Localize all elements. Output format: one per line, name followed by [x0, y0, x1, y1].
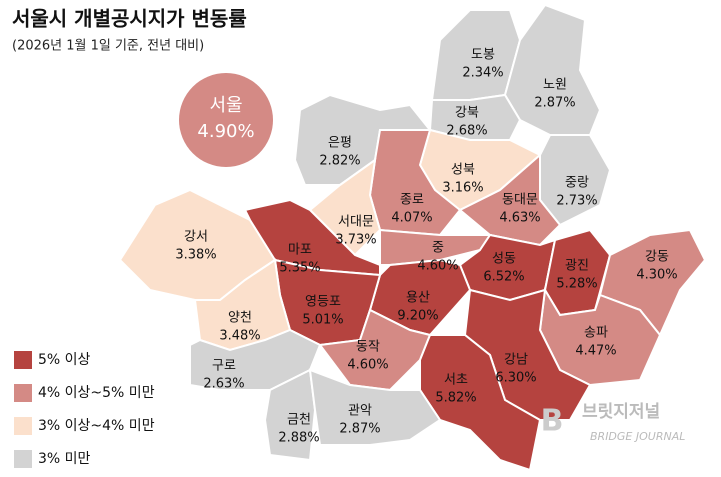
- district-value: 6.30%: [495, 371, 536, 386]
- district-name: 용산: [406, 291, 430, 306]
- district-value: 2.87%: [339, 422, 380, 437]
- district-name: 금천: [287, 413, 311, 428]
- district-shape: [243, 198, 381, 277]
- district-value: 6.52%: [483, 270, 524, 285]
- legend-swatch: [14, 351, 32, 369]
- watermark: 브릿지저널: [582, 402, 660, 422]
- district-shape: [419, 334, 542, 472]
- district-labels: 도봉 2.34% 노원 2.87% 강북 2.68% 은평 2.82% 성북 3.16% 중랑 2.7…: [175, 48, 677, 446]
- district-value: 2.88%: [278, 431, 319, 446]
- district-name: 서대문: [338, 215, 374, 230]
- district-value: 5.28%: [556, 277, 597, 292]
- legend-label: 4% 이상~5% 미만: [38, 385, 155, 401]
- district-name: 구로: [212, 359, 236, 374]
- district-name: 양천: [228, 311, 252, 326]
- district-shape: [189, 328, 322, 391]
- district-value: 4.60%: [347, 358, 388, 373]
- district-name: 강동: [645, 250, 669, 265]
- district-value: 2.87%: [534, 96, 575, 111]
- district-name: 도봉: [471, 48, 495, 63]
- district-value: 3.48%: [219, 329, 260, 344]
- district-name: 광진: [565, 259, 589, 274]
- district-value: 4.07%: [391, 211, 432, 226]
- title: 서울시 개별공시지가 변동률: [12, 7, 247, 31]
- district-value: 2.82%: [319, 154, 360, 169]
- district-name: 은평: [328, 136, 352, 151]
- district-value: 2.68%: [446, 124, 487, 139]
- district-name: 동대문: [502, 193, 538, 208]
- district-name: 동작: [356, 340, 380, 355]
- district-shape: [379, 228, 492, 266]
- seoul-badge: [179, 73, 273, 167]
- district-name: 성동: [492, 252, 516, 267]
- legend-swatch: [14, 450, 32, 468]
- legend-swatch: [14, 417, 32, 435]
- district-name: 서초: [444, 373, 468, 388]
- district-shape: [308, 368, 442, 446]
- district-value: 5.01%: [302, 313, 343, 328]
- district-value: 5.35%: [279, 261, 320, 276]
- district-value: 4.47%: [575, 344, 616, 359]
- district-value: 4.30%: [636, 268, 677, 283]
- legend-swatch: [14, 384, 32, 402]
- legend-label: 5% 이상: [38, 352, 91, 368]
- district-name: 강서: [184, 230, 208, 245]
- district-value: 2.34%: [462, 66, 503, 81]
- district-name: 관악: [348, 404, 372, 419]
- district-name: 중: [432, 241, 444, 256]
- district-value: 2.63%: [203, 377, 244, 392]
- legend-label: 3% 이상~4% 미만: [38, 418, 155, 434]
- district-value: 3.16%: [442, 181, 483, 196]
- district-name: 송파: [584, 326, 608, 341]
- district-name: 노원: [543, 78, 567, 93]
- district-name: 강북: [455, 106, 479, 121]
- district-name: 강남: [504, 353, 528, 368]
- district-name: 마포: [288, 243, 312, 258]
- legend-label: 3% 미만: [38, 451, 91, 467]
- districts: [118, 3, 707, 472]
- district-shape: [503, 3, 602, 136]
- district-shape: [458, 152, 562, 247]
- watermark-sub: BRIDGE JOURNAL: [590, 430, 685, 443]
- district-name: 중랑: [565, 176, 589, 191]
- district-value: 4.60%: [417, 259, 458, 274]
- seoul-value: 4.90%: [197, 121, 254, 142]
- district-value: 4.63%: [499, 211, 540, 226]
- district-value: 3.73%: [335, 233, 376, 248]
- seoul-name: 서울: [209, 95, 242, 116]
- district-value: 2.73%: [556, 194, 597, 209]
- district-name: 종로: [400, 193, 424, 208]
- district-value: 5.82%: [435, 391, 476, 406]
- watermark-logo: B: [541, 404, 564, 439]
- district-name: 영등포: [305, 295, 341, 310]
- subtitle: (2026년 1월 1일 기준, 전년 대비): [12, 39, 204, 54]
- district-value: 3.38%: [175, 248, 216, 263]
- district-name: 성북: [451, 163, 475, 178]
- district-value: 9.20%: [397, 309, 438, 324]
- legend: 5% 이상 4% 이상~5% 미만 3% 이상~4% 미만 3% 미만: [14, 351, 155, 468]
